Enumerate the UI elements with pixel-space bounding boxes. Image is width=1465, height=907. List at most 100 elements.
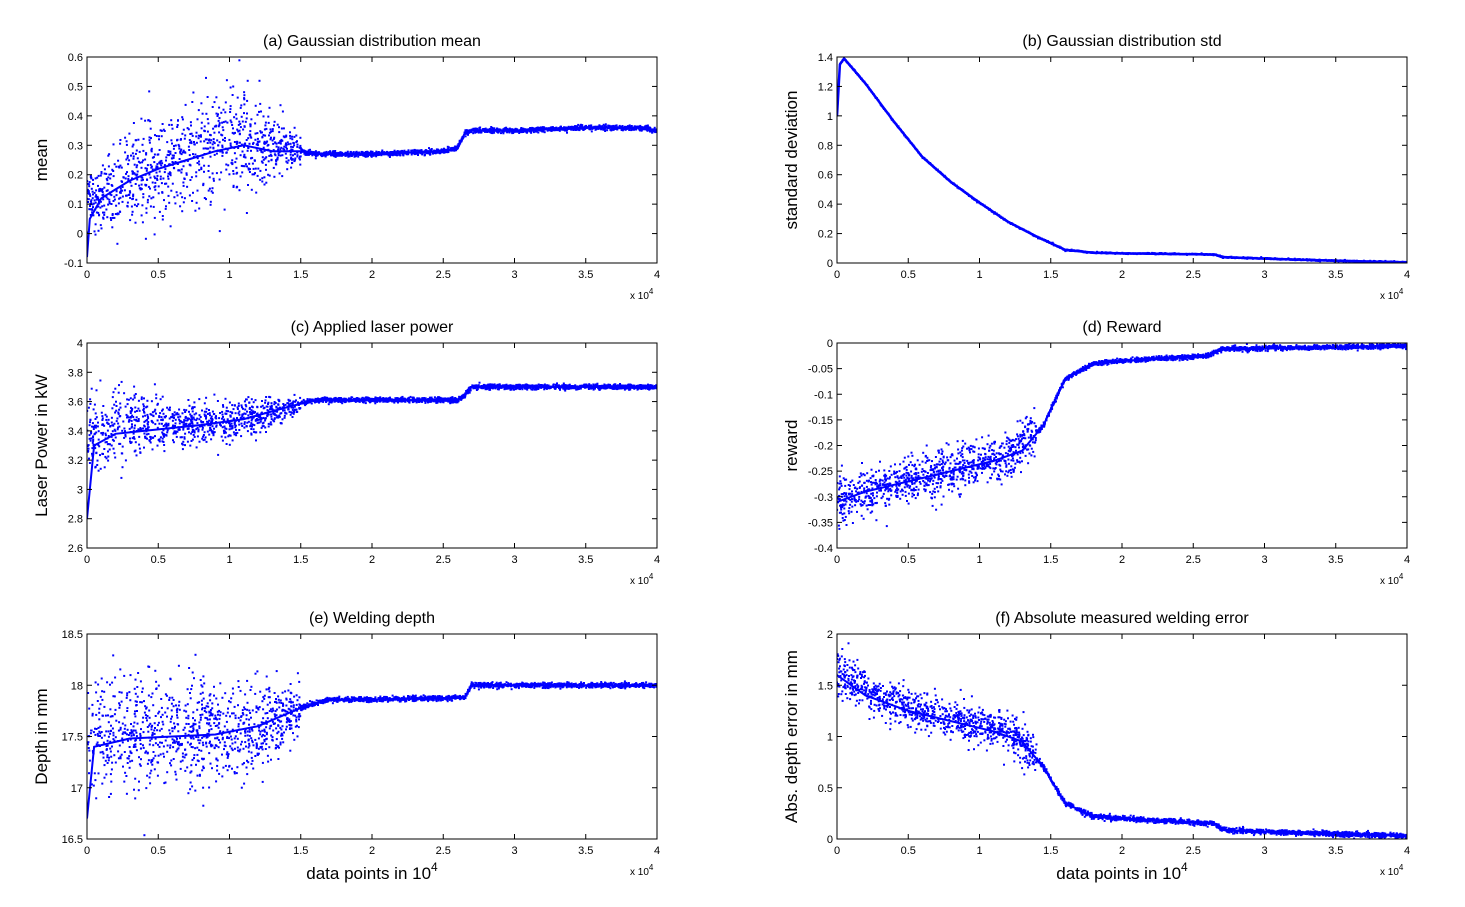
data-point [197,134,200,137]
data-point [238,129,241,132]
data-point [128,193,131,196]
data-point [95,189,98,192]
data-point [526,388,529,391]
data-point [517,383,520,386]
data-point [233,141,236,143]
data-point [195,131,198,134]
data-series [87,59,657,258]
data-point [88,208,91,211]
data-point [149,176,152,179]
data-point [186,185,189,188]
data-point [227,164,230,167]
data-point [171,127,174,130]
data-point [543,126,546,129]
data-point [421,397,424,400]
data-point [130,410,133,413]
data-point [170,119,173,122]
data-point [263,142,266,145]
data-point [87,231,89,234]
data-point [172,441,175,444]
data-point [336,154,339,157]
data-point [464,129,467,132]
data-point [290,166,293,169]
y-tick-label: 0.3 [68,140,83,152]
data-point [131,177,133,180]
data-point [171,416,174,419]
data-point [90,437,93,440]
data-point [399,154,402,157]
data-point [212,146,215,149]
data-point [651,131,654,134]
data-point [215,172,218,175]
data-point [1260,256,1263,259]
data-point [202,421,205,423]
data-point [263,140,266,143]
data-point [158,149,161,151]
data-point [491,132,494,135]
data-point [243,112,245,115]
data-point [288,399,291,402]
data-point [241,425,244,427]
data-point [297,401,299,404]
data-point [165,156,168,159]
data-point [190,142,193,145]
data-point [135,174,138,177]
data-point [153,216,156,219]
data-point [167,172,170,175]
data-point [226,148,229,151]
data-point [169,173,171,175]
data-point [248,142,251,145]
data-point [121,445,124,448]
data-point [190,420,193,423]
data-point [334,155,337,158]
data-point [137,138,140,141]
data-point [172,154,175,157]
data-point [240,422,243,425]
data-point [165,422,168,425]
data-point [504,127,507,129]
data-point [208,433,211,436]
data-point [628,387,631,390]
data-point [182,151,184,154]
data-point [263,128,266,131]
data-point [176,163,179,165]
data-point [159,412,162,415]
data-point [132,436,135,439]
data-point [490,126,493,128]
data-point [233,152,236,155]
data-point [145,152,148,155]
data-point [281,175,284,178]
data-point [182,184,185,187]
data-point [259,148,262,151]
data-point [237,123,240,126]
data-point [435,151,438,154]
data-point [200,168,203,171]
data-point [327,403,330,406]
data-point [443,148,445,151]
data-point [561,384,564,387]
data-point [170,123,173,126]
data-point [511,131,514,134]
data-point [238,132,241,135]
data-point [148,173,151,176]
data-point [612,124,615,127]
data-point [477,384,480,387]
data-point [91,203,94,206]
data-point [250,188,253,191]
data-point [249,123,252,126]
data-point [107,455,110,458]
data-point [247,147,250,150]
data-point [158,422,161,425]
data-point [416,397,419,400]
data-point [257,167,260,170]
data-point [370,155,373,158]
data-point [237,404,240,407]
data-point [181,116,184,119]
data-point [151,156,154,159]
data-point [132,197,134,200]
data-point [181,448,184,451]
data-point [138,187,141,190]
data-point [140,166,143,169]
data-point [298,146,301,149]
data-point [94,447,97,450]
